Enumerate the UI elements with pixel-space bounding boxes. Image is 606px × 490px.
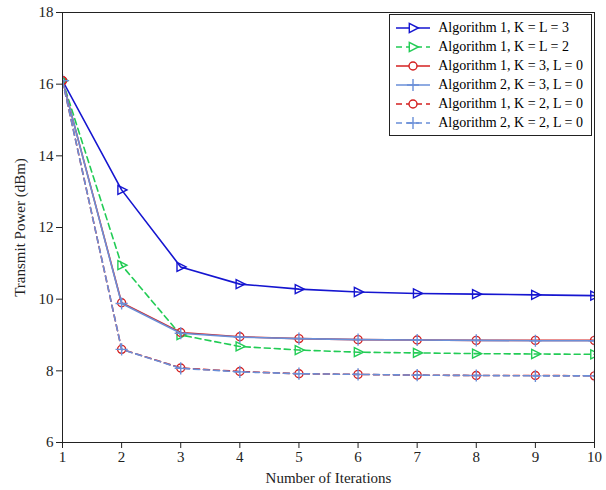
- svg-text:6: 6: [46, 434, 54, 450]
- svg-text:7: 7: [413, 449, 421, 465]
- svg-text:14: 14: [39, 148, 55, 164]
- html-text:Algorithm 1, K = L = 3: Algorithm 1, K = L = 3: [438, 19, 569, 35]
- svg-text:10: 10: [587, 449, 602, 465]
- svg-text:12: 12: [39, 219, 54, 235]
- svg-text:Transmit Power (dBm): Transmit Power (dBm): [12, 158, 29, 297]
- html-text:Algorithm 1, K = 2, L = 0: Algorithm 1, K = 2, L = 0: [438, 95, 583, 111]
- svg-text:3: 3: [177, 449, 185, 465]
- svg-text:16: 16: [39, 76, 55, 92]
- svg-text:10: 10: [39, 291, 54, 307]
- html-text:Algorithm 1, K = 3, L = 0: Algorithm 1, K = 3, L = 0: [438, 57, 583, 73]
- html-text:Algorithm 2, K = 3, L = 0: Algorithm 2, K = 3, L = 0: [438, 76, 583, 92]
- svg-text:9: 9: [532, 449, 540, 465]
- html-text:Algorithm 1, K = L = 2: Algorithm 1, K = L = 2: [438, 38, 569, 54]
- svg-text:18: 18: [39, 4, 54, 20]
- svg-text:5: 5: [295, 449, 303, 465]
- svg-text:6: 6: [354, 449, 362, 465]
- html-text:Algorithm 2, K = 2, L = 0: Algorithm 2, K = 2, L = 0: [438, 114, 583, 130]
- svg-text:4: 4: [236, 449, 244, 465]
- svg-text:8: 8: [46, 363, 54, 379]
- svg-text:8: 8: [473, 449, 481, 465]
- svg-text:1: 1: [59, 449, 67, 465]
- svg-text:2: 2: [118, 449, 126, 465]
- svg-text:Number of Iterations: Number of Iterations: [266, 470, 392, 486]
